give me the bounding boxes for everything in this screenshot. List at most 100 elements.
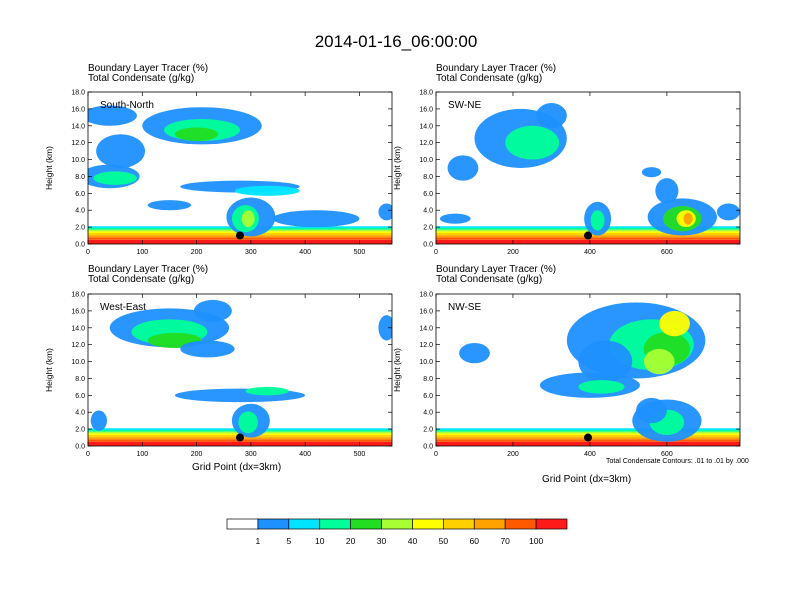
tracer-blob-6 bbox=[245, 386, 289, 396]
y-tick-label: 16.0 bbox=[419, 106, 433, 113]
panel3-field-label-1: Boundary Layer Tracer (%) bbox=[88, 264, 209, 275]
plot-area: 0.0 2.0 4.0 6.0 8.0 10.0 12.0 14.0 16.0 18.0 0 100 2… bbox=[44, 90, 393, 256]
y-tick-label: 12.0 bbox=[419, 140, 433, 147]
y-tick-label: 8.0 bbox=[75, 174, 85, 181]
colorbar-label: 50 bbox=[439, 536, 449, 546]
y-tick-label: 14.0 bbox=[419, 123, 433, 130]
panel-south-north: 0.0 2.0 4.0 6.0 8.0 10.0 12.0 14.0 16.0 18.0 0 100 2… bbox=[40, 80, 410, 275]
plot-frame bbox=[87, 91, 393, 245]
tracer-blob-12 bbox=[716, 203, 740, 221]
colorbar-swatch bbox=[473, 518, 506, 530]
colorbar-swatch bbox=[381, 518, 413, 530]
x-tick-label: 600 bbox=[661, 249, 673, 256]
y-tick-label: 18.0 bbox=[71, 292, 85, 299]
tracer-blob-10 bbox=[590, 210, 605, 231]
panel-name: South-North bbox=[100, 100, 154, 111]
x-tick-label: 300 bbox=[245, 451, 257, 458]
x-tick-label: 0 bbox=[434, 451, 438, 458]
tracer-blob-3 bbox=[447, 155, 479, 181]
tracer-field bbox=[436, 92, 740, 244]
y-tick-label: 10.0 bbox=[419, 359, 433, 366]
colorbar-swatch bbox=[504, 518, 537, 530]
y-tick-label: 2.0 bbox=[423, 225, 433, 232]
panel-sw-ne: 0.0 2.0 4.0 6.0 8.0 10.0 12.0 14.0 16.0 18.0 0 200 4… bbox=[388, 80, 758, 275]
bl-band-5 bbox=[436, 431, 740, 434]
x-tick-label: 600 bbox=[661, 451, 673, 458]
bl-band-0 bbox=[436, 441, 740, 446]
plot-frame bbox=[435, 91, 741, 245]
y-tick-label: 2.0 bbox=[75, 427, 85, 434]
colorbar-swatch bbox=[350, 518, 382, 530]
tracer-blob-12 bbox=[272, 210, 360, 228]
tracer-blob-11 bbox=[636, 397, 667, 424]
y-axis-title: Height (km) bbox=[44, 146, 54, 190]
x-tick-label: 200 bbox=[507, 249, 519, 256]
tracer-blob-8 bbox=[234, 185, 300, 196]
tracer-blob-0 bbox=[88, 105, 137, 126]
contour-note: Total Condensate Contours: .01 to .01 by… bbox=[606, 458, 749, 465]
x-tick-label: 400 bbox=[584, 249, 596, 256]
bl-band-7 bbox=[436, 428, 740, 430]
colorbar-svg: 1 5 10 20 30 40 50 60 70 100 bbox=[226, 518, 568, 546]
x-tick-label: 500 bbox=[354, 451, 366, 458]
panel2-field-label-2: Total Condensate (g/kg) bbox=[436, 73, 543, 84]
y-tick-label: 10.0 bbox=[71, 359, 85, 366]
tracer-field bbox=[436, 294, 740, 446]
colorbar: 1 5 10 20 30 40 50 60 70 100 bbox=[226, 518, 576, 557]
colorbar-label: 60 bbox=[470, 536, 480, 546]
tracer-blob-6 bbox=[93, 171, 137, 185]
y-axis-title: Height (km) bbox=[392, 146, 402, 190]
x-tick-label: 500 bbox=[354, 249, 366, 256]
panel4-field-label-1: Boundary Layer Tracer (%) bbox=[436, 264, 557, 275]
bl-band-0 bbox=[88, 239, 392, 244]
panel4-field-label-2: Total Condensate (g/kg) bbox=[436, 274, 543, 285]
location-marker bbox=[236, 231, 244, 240]
y-tick-label: 8.0 bbox=[423, 376, 433, 383]
panel1-field-label-1: Boundary Layer Tracer (%) bbox=[88, 63, 209, 74]
y-tick-label: 8.0 bbox=[75, 376, 85, 383]
tracer-field bbox=[88, 294, 392, 446]
location-marker bbox=[236, 433, 244, 442]
panel1-field-label-2: Total Condensate (g/kg) bbox=[88, 73, 195, 84]
y-tick-label: 10.0 bbox=[419, 157, 433, 164]
tracer-blob-4 bbox=[643, 348, 675, 375]
y-tick-label: 4.0 bbox=[423, 208, 433, 215]
panel-nw-se: 0.0 2.0 4.0 6.0 8.0 10.0 12.0 14.0 16.0 18.0 0 200 4… bbox=[388, 282, 758, 477]
panel-name: NW-SE bbox=[448, 302, 481, 313]
y-axis-title: Height (km) bbox=[44, 348, 54, 392]
page-title: 2014-01-16_06:00:00 bbox=[314, 32, 478, 51]
colorbar-swatch bbox=[226, 518, 259, 530]
bl-band-0 bbox=[88, 441, 392, 446]
y-tick-label: 4.0 bbox=[75, 208, 85, 215]
bl-band-6 bbox=[436, 429, 740, 432]
y-tick-label: 0.0 bbox=[75, 242, 85, 249]
y-tick-label: 18.0 bbox=[419, 292, 433, 299]
location-marker bbox=[584, 433, 592, 442]
y-tick-label: 6.0 bbox=[423, 393, 433, 400]
plot-frame bbox=[87, 293, 393, 447]
x-tick-label: 400 bbox=[299, 249, 311, 256]
y-tick-label: 14.0 bbox=[71, 123, 85, 130]
chart-nw-se: 0.0 2.0 4.0 6.0 8.0 10.0 12.0 14.0 16.0 18.0 0 200 4… bbox=[392, 292, 741, 458]
y-tick-label: 2.0 bbox=[75, 225, 85, 232]
y-tick-label: 16.0 bbox=[71, 106, 85, 113]
bl-band-5 bbox=[436, 229, 740, 232]
location-marker bbox=[584, 231, 592, 240]
colorbar-label: 40 bbox=[408, 536, 418, 546]
y-tick-label: 8.0 bbox=[423, 174, 433, 181]
chart-south-north: 0.0 2.0 4.0 6.0 8.0 10.0 12.0 14.0 16.0 18.0 0 100 2… bbox=[44, 90, 393, 256]
x-tick-label: 100 bbox=[136, 451, 148, 458]
y-tick-label: 0.0 bbox=[423, 444, 433, 451]
x-tick-label: 200 bbox=[507, 451, 519, 458]
tracer-blob-10 bbox=[90, 410, 107, 431]
y-tick-label: 0.0 bbox=[75, 444, 85, 451]
y-tick-label: 14.0 bbox=[71, 325, 85, 332]
colorbar-swatch bbox=[257, 518, 290, 530]
y-tick-label: 2.0 bbox=[423, 427, 433, 434]
colorbar-swatch bbox=[288, 518, 321, 530]
tracer-blob-1 bbox=[505, 125, 560, 160]
x-tick-label: 0 bbox=[86, 451, 90, 458]
tracer-blob-8 bbox=[578, 380, 625, 394]
tracer-blob-8 bbox=[238, 411, 258, 434]
tracer-field bbox=[88, 92, 392, 244]
